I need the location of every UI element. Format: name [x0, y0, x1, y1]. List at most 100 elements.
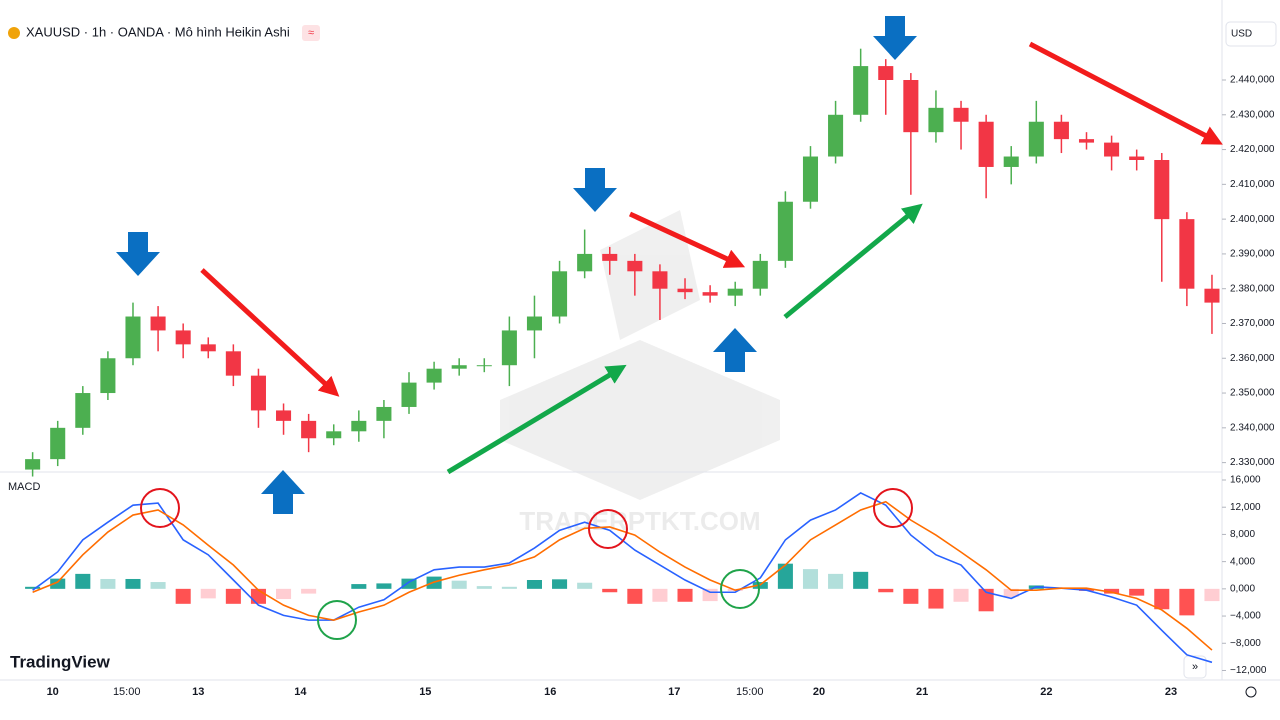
currency-button[interactable] — [1225, 21, 1277, 47]
x-tick-label: 20 — [813, 686, 825, 698]
candle-body — [1104, 142, 1120, 157]
x-tick-label: 15 — [419, 686, 431, 698]
cross-circle — [317, 600, 357, 640]
symbol-title[interactable]: XAUUSD · 1h · OANDA · Mô hình Heikin Ash… — [26, 24, 290, 39]
candle-body — [903, 80, 919, 133]
candle-body — [677, 288, 693, 293]
histogram-bar — [25, 586, 41, 589]
candle-body — [225, 351, 241, 376]
candle-body — [978, 121, 994, 167]
y-tick-label: 2.350,000 — [1230, 388, 1275, 399]
candle-body — [351, 420, 367, 432]
y-tick-label: 8,000 — [1230, 529, 1255, 540]
y-tick-label: 2.440,000 — [1230, 75, 1275, 86]
down-arrow — [873, 16, 917, 60]
y-tick-label: 2.400,000 — [1230, 214, 1275, 225]
histogram-bar — [1179, 588, 1195, 616]
candle-body — [150, 316, 166, 331]
histogram-bar — [476, 586, 492, 589]
histogram-bar — [401, 578, 417, 589]
candle-body — [476, 365, 492, 367]
histogram-bar — [853, 571, 869, 589]
histogram-bar — [376, 583, 392, 589]
candle-body — [602, 253, 618, 261]
watermark-text: TRADERPTKT.COM — [519, 506, 760, 536]
candle-body — [1028, 121, 1044, 157]
candle-body — [727, 288, 743, 296]
candle-body — [1078, 139, 1095, 143]
candle-body — [1154, 160, 1170, 220]
candle-body — [100, 358, 116, 394]
candle-body — [276, 410, 292, 421]
histogram-bar — [301, 588, 317, 594]
histogram-bar — [150, 582, 166, 589]
candle-body — [552, 271, 568, 317]
candle-body — [25, 459, 41, 470]
histogram-bar — [50, 578, 66, 589]
histogram-bar — [777, 563, 793, 589]
up-arrow — [713, 328, 757, 372]
trend-arrow — [1028, 41, 1223, 145]
histogram-bar — [1104, 588, 1120, 594]
y-tick-label: 2.410,000 — [1230, 179, 1275, 190]
histogram-bar — [451, 580, 467, 589]
candle-body — [828, 114, 844, 157]
scroll-button[interactable] — [1183, 655, 1207, 679]
y-tick-label: 0,000 — [1230, 583, 1255, 594]
candle-body — [1179, 219, 1195, 289]
candle-body — [627, 260, 643, 272]
histogram-bar — [1129, 588, 1145, 596]
histogram-bar — [526, 580, 542, 589]
indicator-badge[interactable] — [302, 25, 320, 41]
y-tick-label: 16,000 — [1230, 475, 1261, 486]
macd-line — [32, 500, 1213, 651]
x-tick-label: 21 — [916, 686, 928, 698]
histogram-bar — [200, 588, 216, 599]
candle-body — [50, 427, 66, 460]
x-tick-label: 23 — [1165, 686, 1177, 698]
candle-body — [577, 253, 593, 272]
histogram-bar — [501, 586, 517, 589]
y-tick-label: 2.340,000 — [1230, 422, 1275, 433]
histogram-bar — [652, 588, 668, 602]
candle-body — [1053, 121, 1069, 140]
down-arrow — [116, 232, 160, 276]
x-tick-label: 15:00 — [113, 686, 141, 698]
annotations — [116, 16, 1223, 640]
histogram-bar — [552, 579, 568, 589]
cross-circle — [873, 488, 913, 528]
candle-body — [301, 420, 317, 439]
candle-body — [652, 271, 668, 289]
histogram-bar — [928, 588, 944, 609]
cross-circle — [720, 569, 760, 609]
histogram-bar — [175, 588, 191, 604]
trend-arrow — [783, 203, 923, 319]
x-tick-label: 15:00 — [736, 686, 764, 698]
histogram-bar — [627, 588, 643, 604]
candle-body — [125, 316, 141, 359]
candle-body — [250, 375, 266, 411]
down-arrow — [573, 168, 617, 212]
y-tick-label: 2.330,000 — [1230, 457, 1275, 468]
histogram-bar — [878, 588, 894, 593]
histogram-bar — [276, 588, 292, 600]
histogram-bar — [953, 588, 969, 602]
scroll-glyph: » — [1192, 661, 1198, 673]
candle-body — [501, 330, 517, 366]
candle-body — [526, 316, 542, 331]
settings-button[interactable] — [1245, 686, 1257, 698]
candle-body — [752, 260, 768, 289]
y-tick-label: 2.360,000 — [1230, 353, 1275, 364]
x-tick-label: 13 — [192, 686, 204, 698]
y-tick-label: 4,000 — [1230, 556, 1255, 567]
candle-body — [326, 431, 342, 439]
histogram-bar — [702, 588, 718, 602]
candle-body — [401, 382, 417, 407]
histogram-bar — [677, 588, 693, 602]
candle-body — [451, 365, 467, 369]
candle-body — [777, 201, 793, 261]
trend-arrow — [200, 268, 340, 397]
histogram-bar — [351, 584, 367, 589]
y-tick-label: 2.370,000 — [1230, 318, 1275, 329]
